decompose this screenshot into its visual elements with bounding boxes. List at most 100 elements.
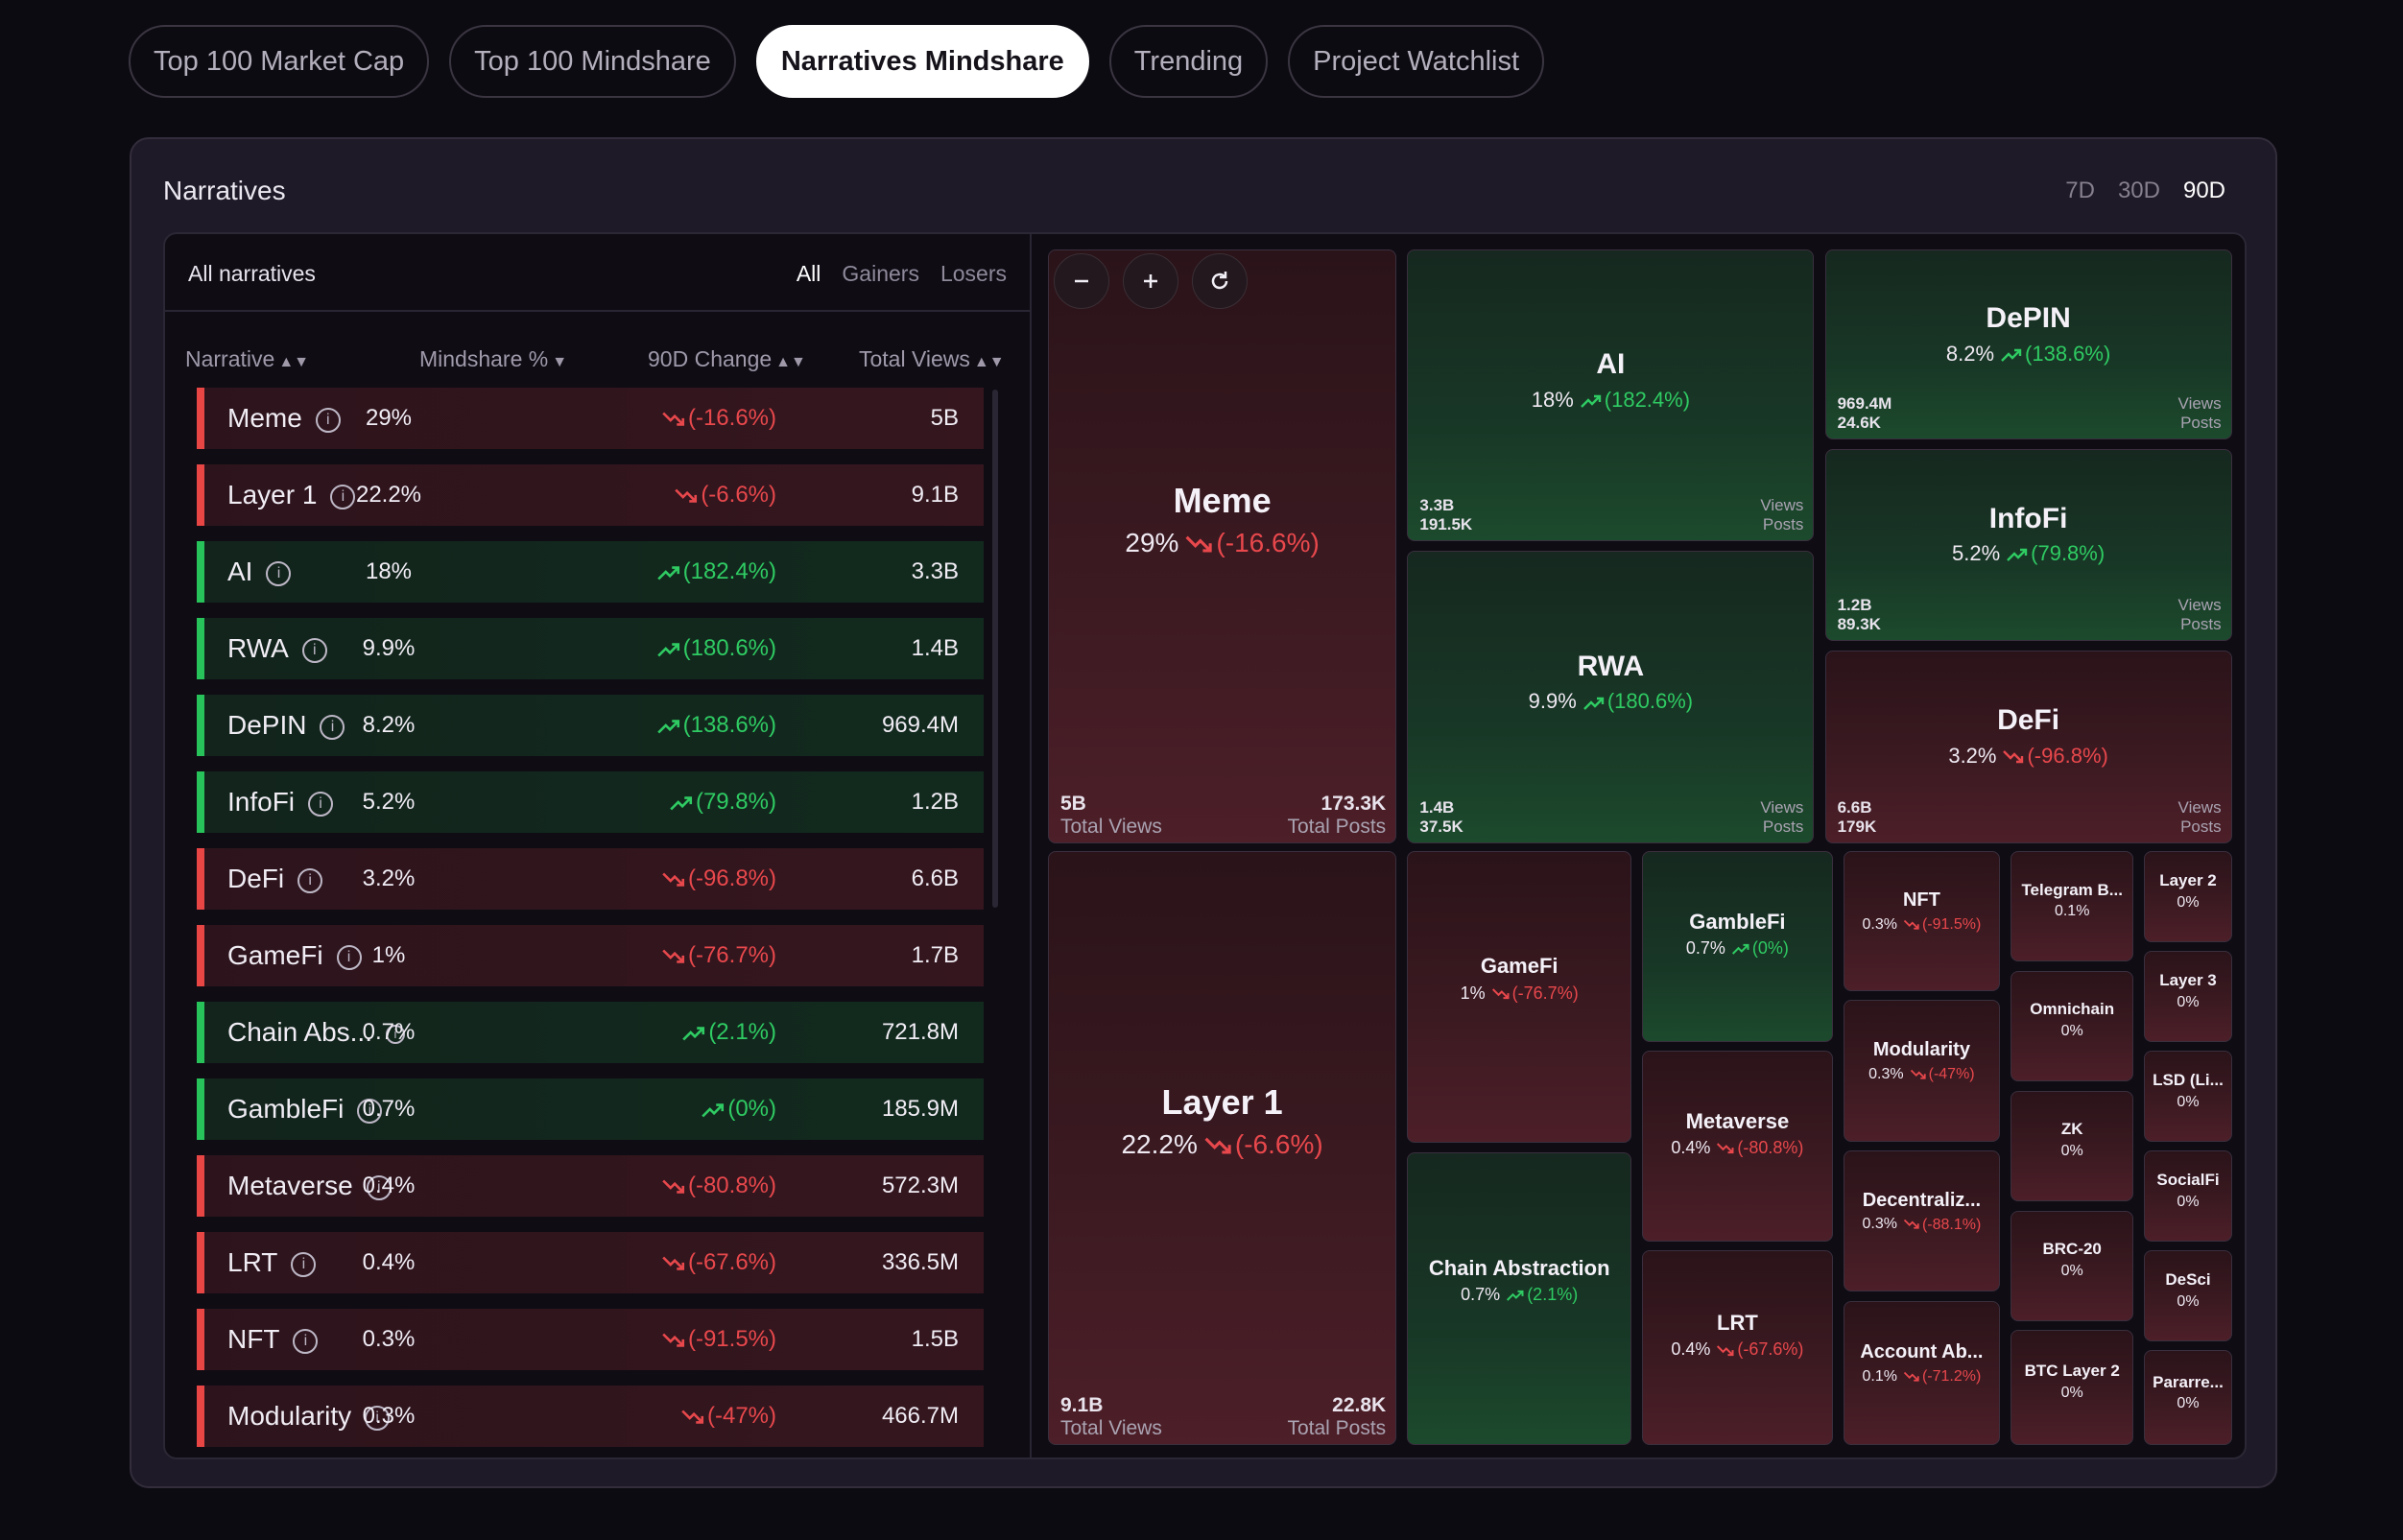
info-icon[interactable]: i (308, 791, 334, 817)
tab-narratives-mindshare[interactable]: Narratives Mindshare (755, 25, 1089, 98)
info-icon[interactable]: i (291, 1251, 317, 1277)
column-header-change[interactable]: 90D Change ▲▼ (648, 346, 806, 372)
treemap-tile[interactable]: Meme 29% (-16.6%) 5B 173.3K Total Views Total … (1048, 249, 1397, 844)
treemap-tile[interactable]: Account Ab... 0.1% (-71.2%) (1843, 1301, 2000, 1446)
tile-name: GambleFi (1689, 909, 1786, 934)
treemap-tile[interactable]: Layer 2 0% (2144, 851, 2232, 942)
tab-top-100-market-cap[interactable]: Top 100 Market Cap (129, 25, 430, 98)
treemap-tile[interactable]: DeFi 3.2% (-96.8%) 6.6B 179K Views Posts (1824, 650, 2232, 844)
change-value: (-67.6%) (687, 1249, 776, 1275)
column-header-views[interactable]: Total Views ▲▼ (859, 346, 1005, 372)
treemap-tile[interactable]: AI 18% (182.4%) 3.3B 191.5K Views Posts (1407, 249, 1815, 541)
treemap-tile[interactable]: Telegram B... 0.1% (2010, 851, 2134, 962)
info-icon[interactable]: i (266, 560, 292, 586)
narrative-cell: AI i (227, 541, 292, 603)
table-row[interactable]: NFT i 0.3% (-91.5%) 1.5B (197, 1309, 984, 1370)
info-icon[interactable]: i (315, 407, 341, 433)
tile-change-value: (-16.6%) (1216, 528, 1320, 558)
total-views-value: 721.8M (881, 1019, 959, 1045)
table-scrollbar[interactable] (992, 390, 998, 908)
total-views-value: 5B (930, 405, 959, 431)
tab-top-100-mindshare[interactable]: Top 100 Mindshare (449, 25, 736, 98)
treemap-tile[interactable]: RWA 9.9% (180.6%) 1.4B 37.5K Views Posts (1407, 550, 1815, 844)
range-7d[interactable]: 7D (2065, 178, 2095, 203)
table-row[interactable]: Modularity i 0.3% (-47%) 466.7M (197, 1386, 984, 1447)
table-row[interactable]: Chain Abs... i 0.7% (2.1%) 721.8M (197, 1002, 984, 1063)
zoom-out-button[interactable] (1054, 253, 1109, 309)
treemap-tile[interactable]: BRC-20 0% (2010, 1210, 2134, 1321)
table-row[interactable]: RWA i 9.9% (180.6%) 1.4B (197, 618, 984, 679)
treemap-tile[interactable]: InfoFi 5.2% (79.8%) 1.2B 89.3K Views Posts (1824, 449, 2232, 641)
column-headers: Narrative ▲▼ Mindshare % ▼ 90D Change ▲▼ To… (165, 346, 1030, 375)
table-row[interactable]: Layer 1 i 22.2% (-6.6%) 9.1B (197, 464, 984, 526)
info-icon[interactable]: i (330, 484, 356, 509)
column-header-mindshare[interactable]: Mindshare % ▼ (419, 346, 567, 372)
info-icon[interactable]: i (365, 1405, 391, 1431)
tile-metrics: 0% (2011, 1143, 2132, 1160)
info-icon[interactable]: i (301, 637, 327, 663)
info-icon[interactable]: i (357, 1098, 383, 1124)
treemap-tile[interactable]: Chain Abstraction 0.7% (2.1%) (1407, 1151, 1631, 1446)
table-row[interactable]: GambleFi i 0.7% (0%) 185.9M (197, 1078, 984, 1140)
treemap-tile[interactable]: Layer 3 0% (2144, 951, 2232, 1042)
table-row[interactable]: Metaverse i 0.4% (-80.8%) 572.3M (197, 1155, 984, 1217)
treemap-tile[interactable]: ZK 0% (2010, 1090, 2134, 1201)
treemap-tile[interactable]: Pararre... 0% (2144, 1350, 2232, 1446)
filter-gainers[interactable]: Gainers (842, 261, 919, 286)
tile-change: (-71.2%) (1903, 1368, 1981, 1385)
column-header-narrative[interactable]: Narrative ▲▼ (185, 346, 309, 372)
tile-posts: 179K (1837, 817, 1877, 837)
zoom-in-button[interactable] (1123, 253, 1178, 309)
tab-bar: Top 100 Market Cap Top 100 Mindshare Narra… (129, 25, 1564, 98)
trend-up-icon (656, 565, 679, 580)
info-icon[interactable]: i (366, 1174, 392, 1200)
filter-losers[interactable]: Losers (940, 261, 1007, 286)
range-30d[interactable]: 30D (2117, 178, 2160, 203)
tile-views: 6.6B (1837, 798, 1872, 817)
tab-trending[interactable]: Trending (1108, 25, 1269, 98)
column-header-label: Total Views (859, 346, 970, 371)
narrative-cell: Modularity i (227, 1386, 391, 1447)
table-row[interactable]: DePIN i 8.2% (138.6%) 969.4M (197, 695, 984, 756)
narrative-name: Metaverse (227, 1171, 353, 1200)
treemap-tile[interactable]: Metaverse 0.4% (-80.8%) (1642, 1051, 1833, 1242)
treemap-tile[interactable]: BTC Layer 2 0% (2010, 1330, 2134, 1446)
range-90d[interactable]: 90D (2182, 178, 2225, 203)
table-row[interactable]: GameFi i 1% (-76.7%) 1.7B (197, 925, 984, 986)
tile-change-value: (-76.7%) (1511, 983, 1579, 1003)
treemap-tile[interactable]: DeSci 0% (2144, 1250, 2232, 1341)
treemap-tile[interactable]: DePIN 8.2% (138.6%) 969.4M 24.6K Views Posts (1824, 249, 2232, 440)
tile-metrics: 1% (-76.7%) (1408, 983, 1630, 1004)
treemap-tile[interactable]: SocialFi 0% (2144, 1150, 2232, 1242)
tile-percent: 22.2% (1121, 1129, 1198, 1160)
treemap-tile[interactable]: LSD (Li... 0% (2144, 1051, 2232, 1142)
info-icon[interactable]: i (297, 867, 323, 893)
trend-up-icon (1507, 1291, 1524, 1301)
change-cell: (-96.8%) (661, 848, 776, 910)
treemap-tile[interactable]: Modularity 0.3% (-47%) (1843, 1000, 2000, 1142)
tab-project-watchlist[interactable]: Project Watchlist (1288, 25, 1545, 98)
reset-zoom-button[interactable] (1192, 253, 1248, 309)
filter-all[interactable]: All (796, 261, 821, 286)
info-icon[interactable]: i (293, 1328, 319, 1354)
tile-name: Pararre... (2153, 1372, 2224, 1391)
treemap-tile[interactable]: NFT 0.3% (-91.5%) (1843, 851, 2000, 991)
info-icon[interactable]: i (336, 944, 362, 970)
change-value: (-47%) (706, 1403, 776, 1429)
info-icon[interactable]: i (320, 714, 345, 740)
table-row[interactable]: InfoFi i 5.2% (79.8%) 1.2B (197, 771, 984, 833)
table-row[interactable]: LRT i 0.4% (-67.6%) 336.5M (197, 1232, 984, 1293)
info-icon[interactable]: i (385, 1024, 405, 1044)
table-row[interactable]: DeFi i 3.2% (-96.8%) 6.6B (197, 848, 984, 910)
tile-metrics: 0.1% (-71.2%) (1844, 1368, 1999, 1386)
treemap-tile[interactable]: GambleFi 0.7% (0%) (1642, 851, 1833, 1042)
treemap-tile[interactable]: GameFi 1% (-76.7%) (1407, 851, 1631, 1144)
trend-down-icon (662, 949, 685, 963)
table-row[interactable]: AI i 18% (182.4%) 3.3B (197, 541, 984, 603)
treemap-tile[interactable]: LRT 0.4% (-67.6%) (1642, 1250, 1833, 1446)
treemap-tile[interactable]: Omnichain 0% (2010, 971, 2134, 1082)
tile-metrics: 0.3% (-47%) (1844, 1066, 1999, 1083)
treemap-tile[interactable]: Layer 1 22.2% (-6.6%) 9.1B 22.8K Total Views T… (1048, 851, 1397, 1446)
table-row[interactable]: Meme i 29% (-16.6%) 5B (197, 388, 984, 449)
treemap-tile[interactable]: Decentraliz... 0.3% (-88.1%) (1843, 1150, 2000, 1292)
